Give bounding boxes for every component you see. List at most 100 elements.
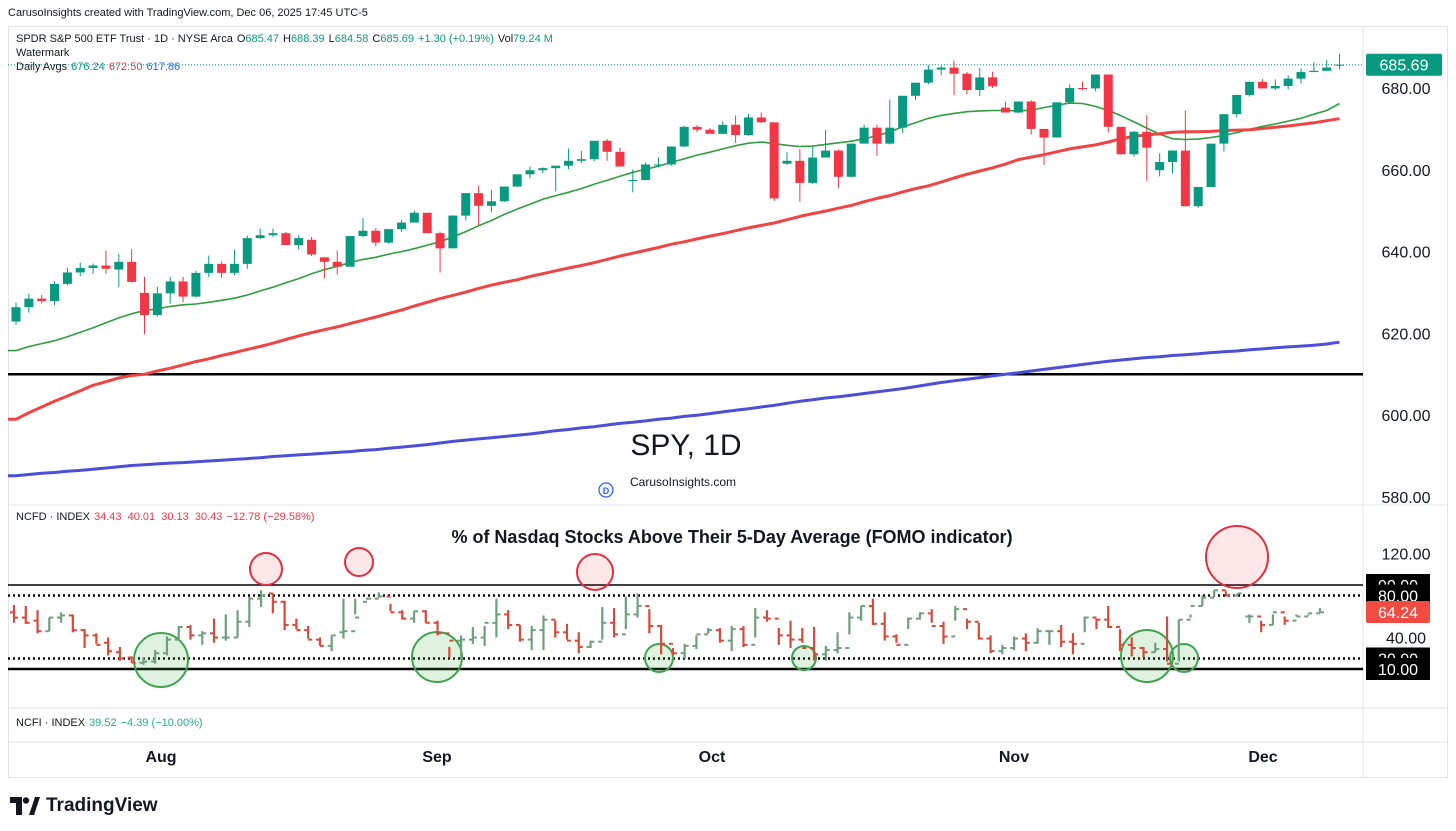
tradingview-logo[interactable]: TradingView [10, 795, 158, 817]
ohlc-bar [45, 616, 54, 633]
ohlc-bar [857, 605, 866, 621]
ohlc-bar [704, 628, 713, 636]
candle [152, 286, 162, 317]
ohlc-bar [574, 632, 583, 654]
candle [1142, 114, 1152, 182]
ohlc-bar [386, 595, 395, 614]
ohlc-bar [210, 618, 219, 643]
ohlc-bar [1127, 637, 1136, 657]
ohlc-bar [104, 637, 113, 656]
candle [191, 270, 201, 298]
ohlc-bar [304, 625, 313, 641]
ohlc-bar [362, 597, 371, 603]
candle-body [165, 281, 175, 294]
daily-avgs-label[interactable]: Daily Avgs [16, 61, 68, 73]
candle [936, 65, 946, 76]
candle [602, 139, 612, 161]
candle-body [1103, 74, 1113, 127]
candle-body [1052, 102, 1062, 138]
candle-body [1335, 64, 1345, 66]
level-badge [1366, 658, 1430, 680]
ohlc-bars [10, 589, 1324, 665]
candle [1180, 110, 1190, 207]
candle-body [332, 261, 342, 267]
ohlc-bar [1174, 618, 1183, 665]
ohlc-bar [1163, 616, 1172, 665]
candle [846, 143, 856, 178]
candle-body [1232, 94, 1242, 115]
ohlc-bar [151, 650, 160, 664]
candle-body [1168, 150, 1177, 163]
price-tick: 620.00 [1382, 326, 1431, 343]
candle [1296, 68, 1306, 84]
candle [281, 231, 291, 246]
ohlc-bar [751, 608, 760, 646]
candle-body [1296, 72, 1306, 79]
candle [371, 228, 381, 247]
candle-body [1283, 78, 1293, 86]
symbol-name[interactable]: SPDR S&P 500 ETF Trust · 1D · NYSE Arca [16, 33, 233, 45]
candle-body [101, 265, 111, 269]
candle [795, 149, 805, 202]
candle-body [1013, 101, 1023, 113]
overbought-circle [1205, 525, 1269, 589]
ohlc-bar [10, 604, 18, 623]
high-label: H [283, 33, 291, 45]
ohlc-bar [1221, 589, 1230, 597]
candle [641, 162, 651, 181]
candle-body [821, 150, 831, 158]
candle [1168, 150, 1177, 174]
ohlc-bar [951, 606, 960, 638]
candle [1103, 74, 1113, 133]
ohlc-bar [998, 644, 1007, 655]
candle-body [564, 160, 574, 166]
ohlc-bar [539, 615, 548, 651]
candle [898, 95, 908, 133]
candle-body [140, 292, 149, 315]
candle-body [949, 67, 959, 74]
close-label: C [372, 33, 381, 45]
candle [833, 149, 843, 188]
candle-body [50, 283, 60, 302]
candle-body [11, 307, 21, 322]
ohlc-bar [504, 610, 513, 630]
oscillator-tick: 40.00 [1386, 631, 1426, 648]
price-change: +1.30 (+0.19%) [418, 33, 494, 45]
low-label: L [328, 33, 335, 45]
candle-body [1039, 128, 1049, 138]
candle-body [294, 238, 304, 246]
sub-symbol[interactable]: NCFD · INDEX [16, 511, 90, 523]
candle-body [576, 159, 586, 161]
oversold-circle [411, 631, 463, 683]
candle [384, 229, 394, 244]
ohlc-bar [774, 617, 783, 645]
candle [821, 129, 831, 158]
volume-label: Vol [497, 33, 514, 45]
candle [114, 253, 124, 287]
candle-body [615, 151, 625, 167]
candle-body [1090, 74, 1100, 89]
candle [422, 212, 432, 234]
bottom-symbol[interactable]: NCFI · INDEX [16, 717, 86, 729]
high-value: 688.39 [290, 33, 325, 45]
candle-body [1142, 131, 1152, 148]
candle [1283, 75, 1293, 90]
ohlc-bar [327, 634, 336, 652]
ohlc-bar [963, 608, 972, 630]
candle-body [37, 298, 47, 302]
candle-body [88, 265, 98, 268]
ohlc-bar [492, 598, 501, 638]
ohlc-bar [551, 618, 560, 638]
candle [692, 125, 702, 133]
candle-body [204, 263, 214, 273]
candle-body [846, 143, 856, 177]
ohlc-bar [1292, 614, 1301, 622]
volume-value: 79.24 M [513, 33, 553, 45]
ohlc-bar [339, 598, 348, 639]
watermark-label[interactable]: Watermark [16, 47, 70, 59]
ohlc-bar [351, 598, 360, 633]
candle-body [268, 233, 278, 236]
ohlc-bar [810, 627, 819, 661]
candle-body [1155, 162, 1165, 171]
